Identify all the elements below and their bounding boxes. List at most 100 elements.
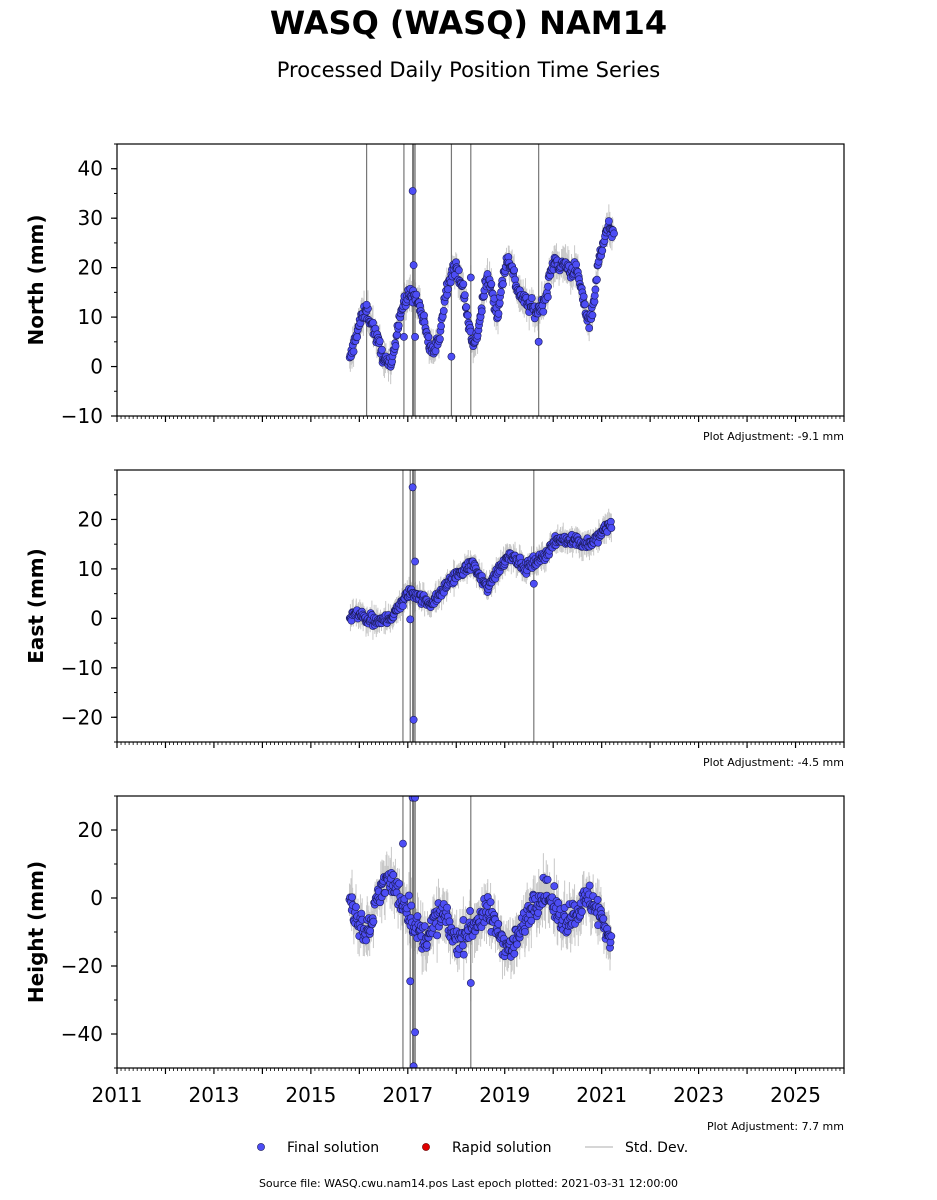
x-tick-label: 2021 (576, 1083, 627, 1107)
data-point (406, 977, 415, 986)
data-point (543, 293, 552, 301)
data-point (399, 839, 407, 848)
x-tick-label: 2017 (382, 1083, 433, 1107)
data-point (369, 917, 378, 926)
plot-adjustment-note: Plot Adjustment: 7.7 mm (707, 1120, 844, 1133)
data-point (486, 898, 495, 907)
y-tick-label: 30 (78, 206, 103, 230)
data-point (588, 311, 597, 320)
data-point (463, 311, 472, 320)
data-point (527, 294, 536, 302)
data-point (353, 333, 361, 341)
data-point (400, 332, 408, 341)
data-point (405, 891, 413, 900)
data-point (381, 889, 389, 897)
data-point (585, 324, 594, 332)
data-point (433, 931, 442, 940)
y-axis-label-height: Height (mm) (24, 861, 48, 1003)
data-point (435, 335, 444, 343)
x-tick-label: 2015 (285, 1083, 336, 1107)
data-point (591, 285, 600, 294)
data-point (579, 292, 588, 301)
data-point (513, 940, 521, 949)
data-point (495, 299, 504, 307)
data-point (604, 217, 613, 226)
data-point (466, 907, 474, 915)
data-point (466, 273, 475, 282)
data-point (362, 300, 371, 309)
data-point (411, 796, 419, 802)
data-point (487, 280, 496, 288)
data-point (607, 932, 616, 941)
legend: Final solution Rapid solution Std. Dev. (257, 1140, 688, 1156)
plot-area-east (345, 470, 616, 742)
legend-rapid-label: Rapid solution (452, 1140, 552, 1156)
data-point (420, 311, 428, 320)
chart-title: WASQ (WASQ) NAM14 (269, 4, 668, 42)
data-point (406, 615, 415, 624)
axes-frame-east (116, 469, 845, 743)
data-point (599, 914, 608, 923)
y-tick-label: −20 (61, 705, 103, 729)
data-point (423, 941, 431, 949)
y-axis-label-east: East (mm) (24, 548, 48, 664)
data-point (534, 908, 542, 917)
data-point (412, 290, 421, 299)
data-point (420, 922, 429, 931)
data-point (494, 309, 503, 318)
data-point (409, 1062, 418, 1068)
data-point (443, 903, 452, 912)
data-point (598, 246, 607, 255)
plot-area-north (345, 144, 618, 416)
data-point (527, 916, 536, 925)
legend-final-marker (257, 1143, 265, 1151)
data-point (510, 266, 519, 275)
y-tick-label: −10 (61, 404, 103, 428)
data-point (572, 260, 581, 269)
data-point (408, 187, 417, 195)
data-point (362, 936, 370, 945)
data-point (454, 266, 463, 275)
data-point (534, 337, 543, 346)
data-point (581, 300, 589, 309)
y-axis-label-north: North (mm) (24, 214, 48, 345)
data-point (391, 342, 400, 350)
y-tick-label: 40 (78, 157, 103, 181)
legend-rapid-marker (422, 1143, 430, 1151)
data-point (543, 875, 552, 884)
y-tick-label: −10 (61, 656, 103, 680)
y-tick-label: 10 (78, 305, 103, 329)
data-point (521, 927, 529, 936)
legend-final-label: Final solution (287, 1140, 379, 1156)
data-point (462, 303, 471, 311)
data-point (409, 715, 418, 724)
data-point (408, 483, 417, 492)
data-point (585, 881, 594, 890)
data-point (466, 979, 475, 987)
data-point (377, 345, 386, 354)
data-point (395, 879, 404, 888)
data-point (459, 280, 468, 288)
data-point (411, 332, 419, 341)
data-point (494, 920, 503, 928)
data-point (375, 337, 384, 346)
data-point (424, 333, 433, 341)
data-point (539, 307, 548, 316)
data-point (610, 229, 618, 238)
plot-adjustment-note: Plot Adjustment: -9.1 mm (703, 430, 844, 443)
data-point (577, 907, 586, 916)
data-point (349, 347, 358, 356)
data-point (460, 291, 469, 299)
data-point (593, 275, 601, 284)
y-tick-label: −40 (61, 1022, 103, 1046)
data-point (459, 950, 468, 959)
data-point (497, 288, 505, 297)
data-point (413, 912, 422, 921)
data-point (477, 307, 486, 316)
data-point (439, 306, 448, 315)
data-point (407, 901, 416, 910)
data-point (510, 949, 519, 958)
data-point (437, 322, 445, 331)
data-point (459, 941, 467, 950)
